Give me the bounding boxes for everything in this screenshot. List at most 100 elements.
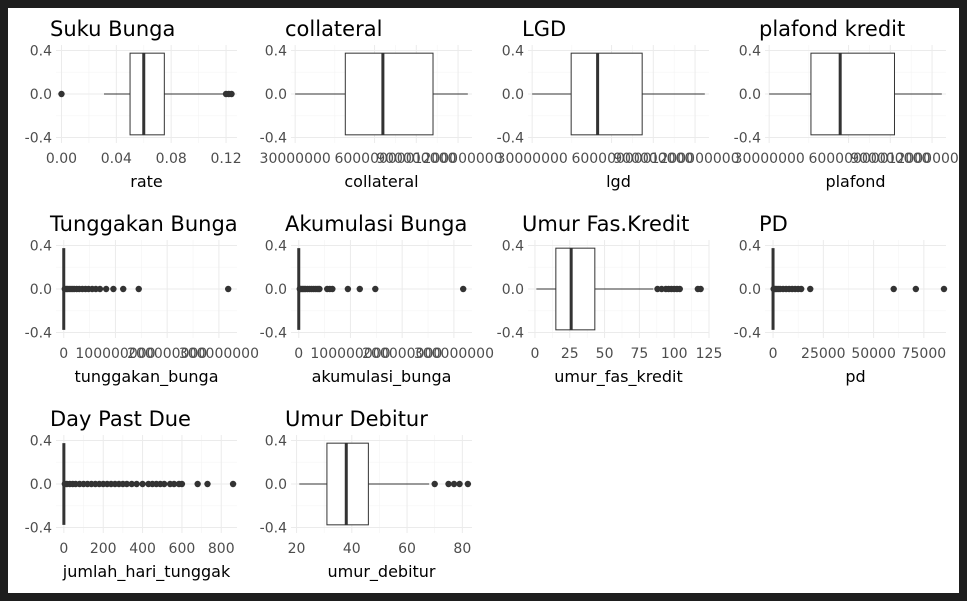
x-tick-label: 50 [596,346,614,362]
x-axis-label: plafond [825,172,885,191]
plot-grid-frame: Suku Bunga 0.4 0.0 -0.4 0.00 0.04 0.08 0.12 rate… [8,8,959,593]
y-tick-label: 0.0 [30,282,52,298]
panel-9: Day Past Due 0.4 0.0 -0.4 0 200 400 600 800 jumla… [25,407,237,582]
y-tick-label: 0.0 [502,87,524,103]
x-tick-label: 600 [169,541,196,557]
y-tick-label: 0.4 [502,43,524,59]
outlier-point [890,285,897,293]
outlier-point [450,480,458,488]
x-tick-label: 60 [398,541,416,557]
x-tick-label: 800 [208,541,235,557]
x-tick-label: 300000000 [179,346,259,362]
outlier-point [329,285,336,293]
box-iqr [344,52,434,136]
outlier-point [912,285,920,293]
x-tick-label: 0.00 [46,151,77,167]
panel-title: LGD [522,17,566,41]
outlier-point [940,285,948,293]
x-tick-label: 200 [90,541,117,557]
x-tick-label: 1200000000 [414,151,503,167]
panel-5: Tunggakan Bunga 0.4 0.0 -0.4 0 10000000020000… [25,212,259,387]
y-tick-label: 0.0 [739,282,761,298]
x-axis-label: akumulasi_bunga [312,367,452,387]
outlier-point [225,285,232,293]
panel-4: plafond kredit 0.4 0.0 -0.4 30000000 60000000… [734,17,959,191]
y-tick-label: -0.4 [497,131,524,147]
x-tick-label: 25000 [801,346,846,362]
outlier-point [229,480,237,488]
panel-3: LGD 0.4 0.0 -0.4 30000000 6000000009000000001… [497,17,740,191]
x-tick-label: 1200000000 [888,151,959,167]
x-tick-label: 900000000 [850,151,930,167]
outlier-point [807,285,814,293]
y-tick-label: -0.4 [25,326,52,342]
outlier-point [128,480,135,488]
y-tick-label: -0.4 [25,131,52,147]
outlier-point [133,480,140,488]
x-axis-label: jumlah_hari_tunggak [62,562,231,582]
x-tick-label: 900000000 [376,151,456,167]
x-tick-label: 100000000 [310,346,390,362]
outlier-point [135,285,142,293]
panel-2: collateral 0.4 0.0 -0.4 30000000 600000000900… [260,17,503,191]
panel-title: Umur Debitur [285,407,428,431]
outlier-point [139,480,146,488]
x-tick-label: 600000000 [571,151,651,167]
x-axis-label: umur_fas_kredit [554,367,682,387]
x-axis-label: pd [845,367,865,386]
panel-title: collateral [285,17,382,41]
y-tick-label: -0.4 [260,131,287,147]
outlier-point [170,480,178,488]
x-tick-label: 25 [561,346,579,362]
x-tick-label: 600000000 [334,151,414,167]
x-axis-label: collateral [344,172,418,191]
y-tick-label: 0.0 [265,87,287,103]
outlier-point [204,480,211,488]
x-tick-label: 125 [696,346,723,362]
panel-8: PD 0.4 0.0 -0.4 0 25000 50000 75000 pd [734,212,948,386]
outlier-point [228,90,235,98]
x-tick-label: 100000000 [75,346,155,362]
box-iqr [810,52,895,136]
outlier-point [110,285,117,293]
panel-6: Akumulasi Bunga 0.4 0.0 -0.4 0 10000000020000… [260,212,494,387]
x-tick-label: 0 [294,346,303,362]
x-tick-label: 100 [661,346,688,362]
y-tick-label: 0.0 [502,282,524,298]
panel-title: Suku Bunga [50,17,175,41]
x-tick-label: 200000000 [362,346,442,362]
panel-title: Akumulasi Bunga [285,212,467,236]
y-tick-label: 0.0 [739,87,761,103]
y-tick-label: 0.0 [30,477,52,493]
outlier-point [123,480,131,488]
outlier-point [58,90,65,98]
x-tick-label: 0 [531,346,540,362]
outlier-point [96,285,104,293]
x-tick-label: 30000000 [497,151,568,167]
outlier-point [316,285,323,293]
panel-title: Umur Fas.Kredit [522,212,689,236]
x-axis-label: rate [130,172,163,191]
y-tick-label: -0.4 [734,131,761,147]
outlier-point [456,480,463,488]
x-tick-label: 0 [59,346,68,362]
outlier-point [161,480,168,488]
x-tick-label: 0 [769,346,778,362]
x-axis-label: tunggakan_bunga [75,367,219,387]
x-axis-label: umur_debitur [327,562,435,582]
y-tick-label: 0.4 [265,433,287,449]
outlier-point [102,285,110,293]
y-tick-label: 0.0 [265,282,287,298]
outlier-point [356,285,363,293]
x-tick-label: 0.08 [156,151,187,167]
y-tick-label: -0.4 [497,326,524,342]
x-tick-label: 300000000 [414,346,494,362]
x-tick-label: 80 [453,541,471,557]
panel-10: Umur Debitur 0.4 0.0 -0.420 40 60 80 umur_debit… [260,407,472,582]
box-iqr [570,52,643,136]
panel-title: plafond kredit [759,17,905,41]
outlier-point [460,285,467,293]
box-iqr [129,52,165,136]
outlier-point [697,285,704,293]
y-tick-label: 0.4 [30,238,52,254]
